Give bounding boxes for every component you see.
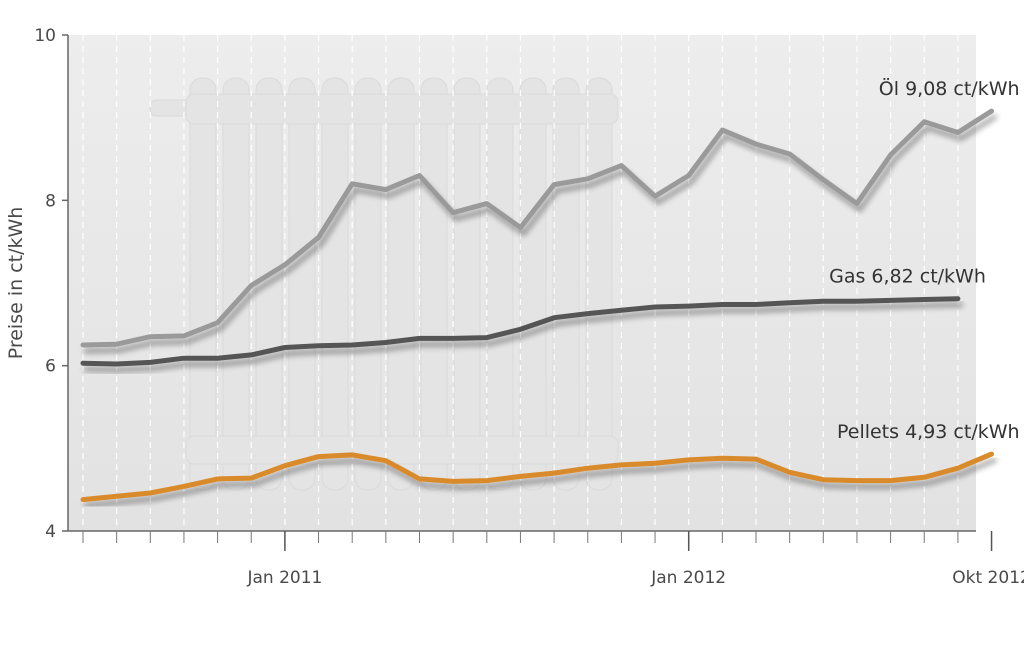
radiator-fin bbox=[321, 77, 349, 491]
grid-lines bbox=[82, 35, 993, 531]
radiator-fin bbox=[189, 77, 217, 491]
radiator-fin bbox=[354, 77, 382, 491]
series-lines bbox=[80, 108, 994, 503]
radiator-fin bbox=[222, 77, 250, 491]
y-tick-label: 8 bbox=[45, 191, 56, 211]
radiator-fin bbox=[486, 77, 514, 491]
series-line-gas bbox=[80, 296, 961, 367]
series-label-gas: Gas 6,82 ct/kWh bbox=[829, 266, 986, 288]
radiator-fin bbox=[552, 77, 580, 491]
y-tick-label: 6 bbox=[45, 357, 56, 377]
series-line-oel bbox=[80, 108, 994, 348]
series-label-pellets: Pellets 4,93 ct/kWh bbox=[837, 421, 1020, 443]
radiator-fin bbox=[519, 77, 547, 491]
x-tick-label: Jan 2011 bbox=[246, 568, 322, 588]
radiator-bottom-pipe bbox=[185, 435, 619, 465]
x-tick-label: Jan 2012 bbox=[650, 568, 726, 588]
series-label-oel: Öl 9,08 ct/kWh bbox=[879, 77, 1020, 100]
radiator-top-pipe bbox=[185, 93, 619, 125]
radiator-fin bbox=[387, 77, 415, 491]
radiator-illustration bbox=[149, 77, 619, 491]
radiator-fin bbox=[585, 77, 613, 491]
radiator-fin bbox=[420, 77, 448, 491]
series-line-pellets bbox=[80, 451, 994, 503]
radiator-fin bbox=[453, 77, 481, 491]
y-tick-label: 10 bbox=[34, 26, 56, 46]
radiator-fin bbox=[255, 77, 283, 491]
x-tick-label: Okt 2012 bbox=[952, 568, 1024, 588]
axes: 4 6 8 10 Jan 2011 Jan 2012 Okt 2012 bbox=[34, 26, 1024, 588]
series-labels: Öl 9,08 ct/kWh Gas 6,82 ct/kWh Pellets 4,9… bbox=[829, 77, 1019, 443]
radiator-fin bbox=[288, 77, 316, 491]
y-axis-label: Preise in ct/kWh bbox=[5, 207, 27, 360]
y-tick-label: 4 bbox=[45, 522, 56, 542]
